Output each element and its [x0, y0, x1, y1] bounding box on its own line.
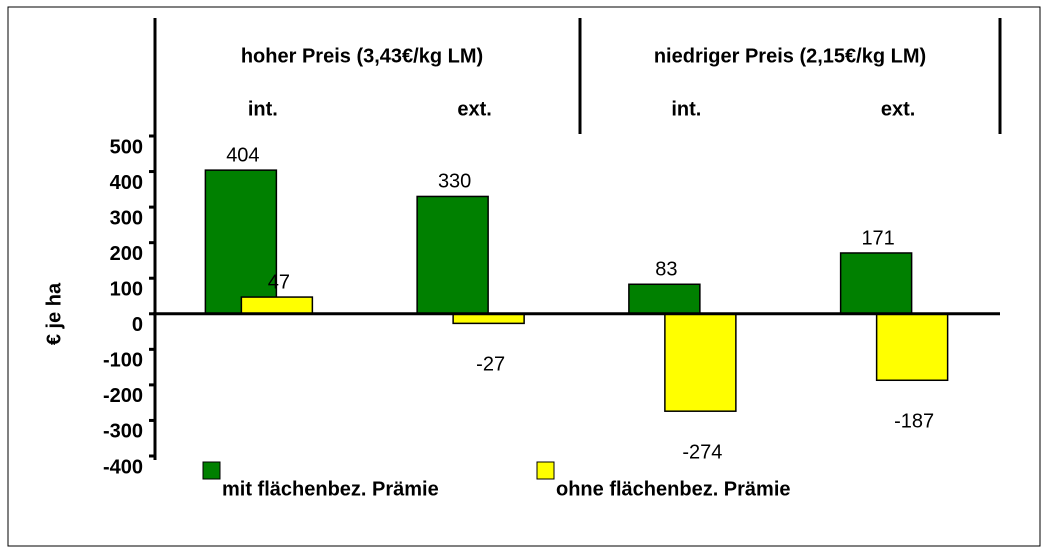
y-tick-label: 0: [132, 314, 143, 336]
y-axis-title: € je ha: [43, 282, 65, 345]
y-tick-label: -400: [103, 456, 143, 478]
group-label: niedriger Preis (2,15€/kg LM): [654, 45, 926, 67]
data-label: 47: [268, 271, 290, 293]
x-tick-label: ext.: [881, 98, 915, 120]
bar: [628, 283, 701, 315]
data-label: -274: [682, 441, 722, 463]
data-label: 404: [226, 144, 259, 166]
y-tick-label: 400: [110, 172, 143, 194]
y-tick-label: -100: [103, 350, 143, 372]
y-tick-label: 500: [110, 136, 143, 158]
x-tick-label: int.: [671, 98, 701, 120]
data-label: -187: [894, 411, 934, 433]
bar: [204, 169, 278, 315]
x-tick-label: int.: [248, 98, 278, 120]
bar: [839, 252, 913, 315]
x-tick-label: ext.: [457, 98, 491, 120]
data-label: -27: [476, 354, 505, 376]
legend-swatch: [202, 461, 221, 480]
y-tick-label: 200: [110, 243, 143, 265]
y-tick-label: -200: [103, 385, 143, 407]
data-label: 171: [861, 227, 894, 249]
bar: [664, 313, 737, 412]
legend-label: ohne flächenbez. Prämie: [556, 478, 791, 500]
bar: [416, 195, 489, 315]
legend-label: mit flächenbez. Prämie: [222, 478, 439, 500]
y-tick-label: 300: [110, 207, 143, 229]
group-label: hoher Preis (3,43€/kg LM): [241, 45, 483, 67]
y-tick-label: 100: [110, 279, 143, 301]
legend-swatch: [536, 461, 555, 480]
y-tick-label: -300: [103, 421, 143, 443]
bar: [875, 313, 949, 382]
data-label: 330: [438, 171, 471, 193]
bar: [240, 296, 314, 315]
data-label: 83: [655, 259, 677, 281]
